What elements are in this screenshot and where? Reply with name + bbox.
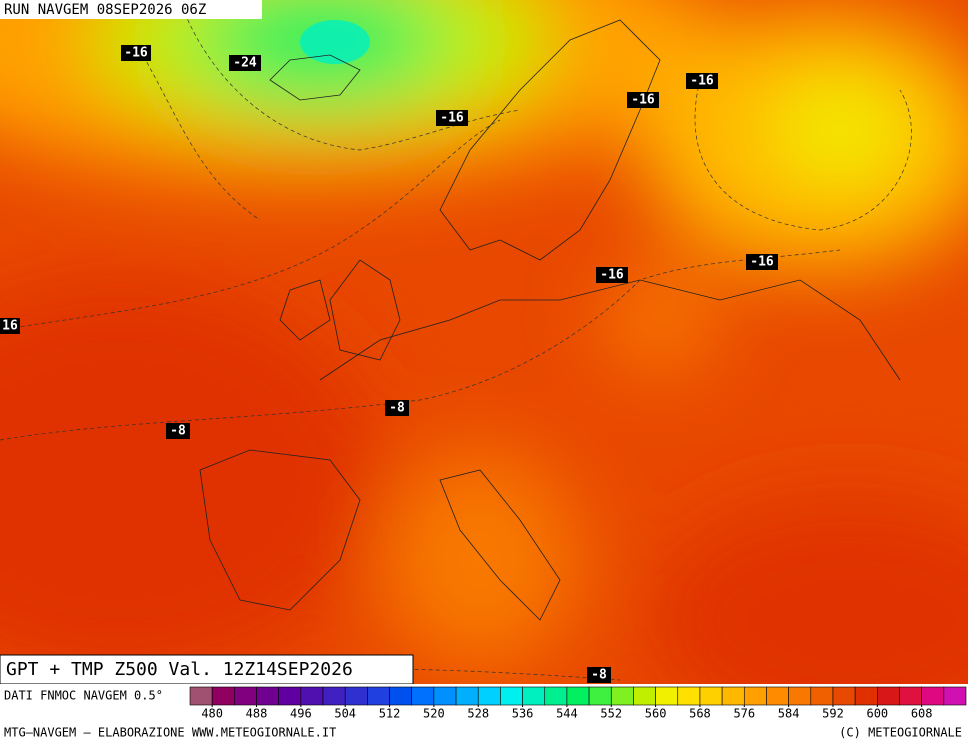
contour-label: -16 [600,268,624,283]
colorbar-tick-label: 512 [379,707,401,721]
run-box [0,0,262,19]
colorbar-swatch [411,686,435,706]
contour-label: -16 [690,74,714,89]
colorbar-swatch [300,686,324,706]
colorbar-tick-label: 568 [689,707,711,721]
colorbar-swatch [743,686,767,706]
colorbar-swatch [477,686,501,706]
colorbar-tick-label: 608 [911,707,933,721]
colorbar-swatch [877,686,900,706]
colorbar-swatch [367,686,390,706]
colorbar-swatch [766,686,789,706]
colorbar-swatch [256,686,279,706]
colorbar-swatch [588,686,612,706]
colorbar-tick-label: 560 [645,707,667,721]
contour-label: -8 [591,668,607,683]
colorbar: 480 488 496 504 512 520 528 536 544 552 560 568 576 5… [189,686,967,721]
colorbar-tick-label: 488 [246,707,268,721]
colorbar-tick-label: 552 [600,707,622,721]
colorbar-swatch [234,686,257,706]
colorbar-tick-label: 496 [290,707,312,721]
coastlines [199,19,901,621]
colorbar-source: DATI FNMOC NAVGEM 0.5° [4,689,163,703]
colorbar-swatch [721,686,745,706]
contour-label: -16 [440,111,464,126]
contour-labels: -16 -24 -16 -16 -16 -16 -16 16 -8 -8 -8 [0,45,778,683]
footer-right: (C) METEOGIORNALE [839,726,962,740]
colorbar-swatch [344,686,368,706]
colorbar-tick-label: 544 [556,707,578,721]
colorbar-swatch [699,686,723,706]
map-title: GPT + TMP Z500 Val. 12Z14SEP2026 [6,659,353,680]
colorbar-tick-label: 592 [822,707,844,721]
colorbar-tick-label: 536 [512,707,534,721]
colorbar-swatch [677,686,701,706]
colorbar-swatch [189,686,213,706]
colorbar-swatch [810,686,834,706]
colorbar-swatch [633,686,656,706]
colorbar-swatch [544,686,568,706]
colorbar-swatch [788,686,812,706]
colorbar-swatch [832,686,856,706]
colorbar-tick-label: 528 [467,707,489,721]
colorbar-swatch [433,686,457,706]
contour-label: -16 [631,93,655,108]
colorbar-swatch [854,686,878,706]
colorbar-tick-label: 600 [866,707,888,721]
map-title-box [0,654,414,684]
colorbar-tick-label: 576 [733,707,755,721]
colorbar-tick-label: 520 [423,707,445,721]
colorbar-swatch [322,686,346,706]
colorbar-swatch [278,686,302,706]
footer-left: MTG–NAVGEM – ELABORAZIONE WWW.METEOGIORN… [4,726,336,740]
colorbar-tick-label: 504 [334,707,356,721]
contour-label: -16 [750,255,774,270]
colorbar-swatch [455,686,479,706]
contour-label: -24 [233,56,257,71]
contour-label: -8 [389,401,405,416]
contour-label: -16 [124,46,148,61]
colorbar-swatch [655,686,679,706]
colorbar-swatch [211,686,235,706]
colorbar-swatch [610,686,634,706]
colorbar-tick-label: 584 [778,707,800,721]
colorbar-swatch [522,686,546,706]
colorbar-swatch [566,686,590,706]
low-center [300,20,370,64]
colorbar-swatch [389,686,413,706]
colorbar-swatch [899,686,922,706]
colorbar-swatch [943,686,967,706]
colorbar-swatch [500,686,523,706]
contour-label: -8 [170,424,186,439]
colorbar-tick-label: 480 [201,707,223,721]
run-label: RUN NAVGEM 08SEP2026 06Z [4,2,206,18]
colorbar-swatch [921,686,945,706]
contour-label: 16 [2,319,18,334]
